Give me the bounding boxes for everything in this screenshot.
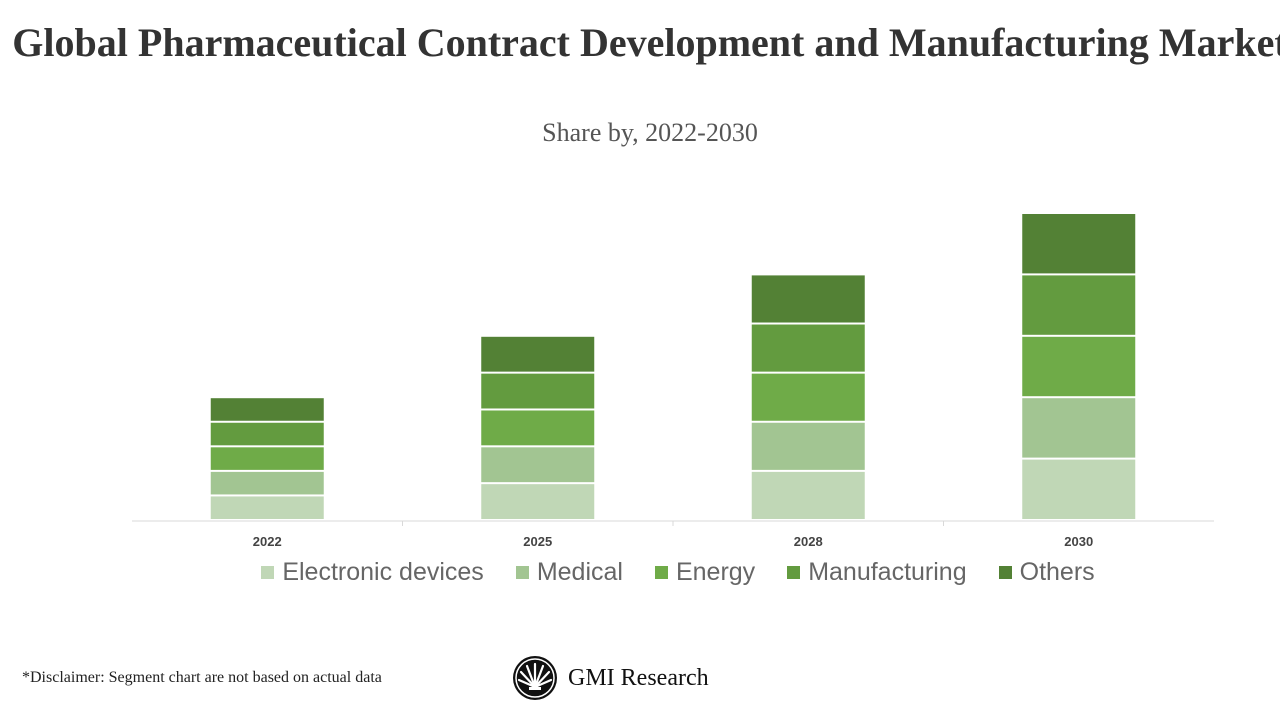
bar-segment-manufacturing-2022 — [210, 422, 324, 446]
bar-segment-electronic-devices-2030 — [1022, 459, 1136, 519]
bar-segment-manufacturing-2030 — [1022, 275, 1136, 335]
bar-segment-others-2028 — [751, 275, 865, 323]
x-tick-label: 2028 — [794, 534, 823, 549]
bar-segment-energy-2030 — [1022, 336, 1136, 397]
legend-label: Energy — [675, 558, 756, 586]
logo-text: GMI Research — [568, 664, 709, 691]
bar-segment-others-2030 — [1022, 214, 1136, 274]
bar-segment-energy-2028 — [751, 373, 865, 421]
bar-segment-medical-2028 — [751, 422, 865, 470]
chart-title: Global Pharmaceutical Contract Developme… — [12, 20, 1280, 65]
legend-label: Electronic devices — [282, 558, 484, 586]
legend-item: Electronic devices — [261, 558, 484, 587]
legend-item: Energy — [654, 558, 756, 587]
chart-subtitle: Share by, 2022-2030 — [542, 118, 758, 147]
bar-segment-manufacturing-2028 — [751, 324, 865, 372]
legend-swatch — [261, 566, 275, 579]
bar-segment-others-2025 — [481, 336, 595, 372]
bar-segment-electronic-devices-2028 — [751, 471, 865, 519]
bar-segment-others-2022 — [210, 398, 324, 421]
legend-label: Medical — [536, 558, 623, 586]
legend-swatch — [787, 566, 801, 579]
legend-label: Manufacturing — [808, 558, 967, 586]
bar-segment-energy-2022 — [210, 447, 324, 470]
bar-segment-medical-2025 — [481, 447, 595, 483]
disclaimer: *Disclaimer: Segment chart are not based… — [22, 669, 382, 686]
legend-swatch — [654, 566, 668, 579]
legend: Electronic devices Medical Energy Manufactu… — [0, 558, 1280, 587]
legend-swatch — [998, 566, 1012, 579]
logo-emblem-icon — [513, 656, 557, 700]
legend-label: Others — [1019, 558, 1095, 586]
bar-segment-electronic-devices-2025 — [481, 484, 595, 519]
legend-item: Manufacturing — [787, 558, 967, 587]
gmi-logo: GMI Research — [512, 655, 709, 701]
bar-segment-medical-2030 — [1022, 398, 1136, 458]
bar-segment-manufacturing-2025 — [481, 373, 595, 409]
legend-item: Others — [998, 558, 1095, 587]
x-tick-label: 2022 — [253, 534, 282, 549]
bar-segment-medical-2022 — [210, 471, 324, 495]
bar-segment-electronic-devices-2022 — [210, 496, 324, 519]
bar-segment-energy-2025 — [481, 410, 595, 446]
legend-swatch — [515, 566, 529, 579]
x-tick-label: 2025 — [523, 534, 552, 549]
legend-item: Medical — [515, 558, 623, 587]
x-tick-label: 2030 — [1064, 534, 1093, 549]
